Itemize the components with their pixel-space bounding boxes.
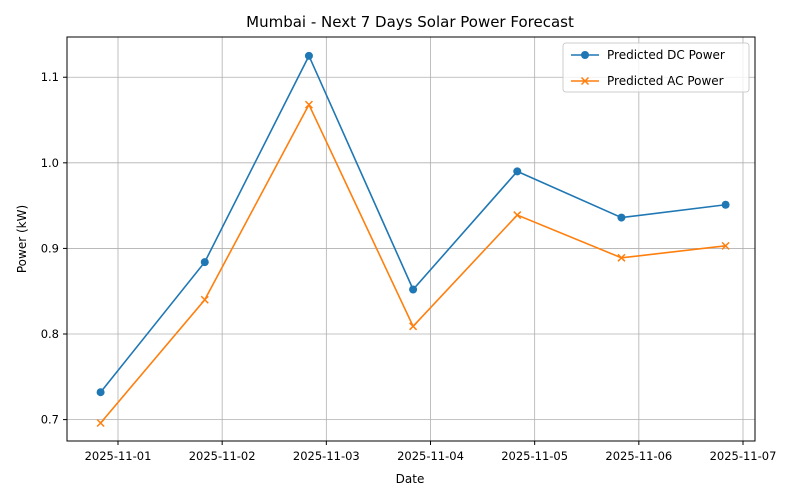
y-tick-label: 0.9 [41, 241, 59, 255]
chart-title: Mumbai - Next 7 Days Solar Power Forecas… [246, 13, 574, 31]
legend-marker-ac [580, 76, 590, 86]
x-tick-label: 2025-11-06 [605, 449, 672, 463]
x-tick-label: 2025-11-04 [397, 449, 464, 463]
data-point [513, 211, 522, 220]
data-point [409, 285, 418, 294]
legend-box [562, 42, 750, 93]
x-tick-label: 2025-11-02 [189, 449, 256, 463]
ticks: 2025-11-01 2025-11-02 2025-11-03 2025-11-04… [41, 70, 777, 463]
y-axis-label: Power (kW) [15, 205, 29, 273]
x-tick-label: 2025-11-07 [710, 449, 777, 463]
plot-frame [66, 36, 756, 442]
data-point [513, 167, 522, 176]
x-tick-label: 2025-11-03 [293, 449, 360, 463]
legend-label-ac: Predicted AC Power [607, 74, 724, 88]
data-point [304, 100, 313, 109]
data-point [96, 418, 105, 428]
legend-marker-dc [581, 51, 589, 59]
x-tick-label: 2025-11-05 [501, 449, 568, 463]
y-tick-label: 1.0 [41, 156, 59, 170]
data-point [200, 258, 209, 267]
data-point [200, 295, 209, 304]
y-tick-label: 1.1 [41, 70, 59, 84]
data-point [721, 241, 730, 250]
data-point [617, 253, 626, 262]
series-layer [96, 51, 730, 428]
data-point [617, 213, 626, 222]
legend-label-dc: Predicted DC Power [607, 48, 725, 62]
x-axis-label: Date [396, 472, 425, 486]
data-point [96, 388, 105, 397]
data-point [304, 51, 313, 60]
grid [67, 37, 755, 441]
data-point [409, 322, 418, 331]
data-point [721, 200, 730, 209]
legend: Predicted DC Power Predicted AC Power [562, 42, 750, 93]
y-tick-label: 0.7 [41, 413, 59, 427]
y-tick-label: 0.8 [41, 327, 59, 341]
x-tick-label: 2025-11-01 [85, 449, 152, 463]
